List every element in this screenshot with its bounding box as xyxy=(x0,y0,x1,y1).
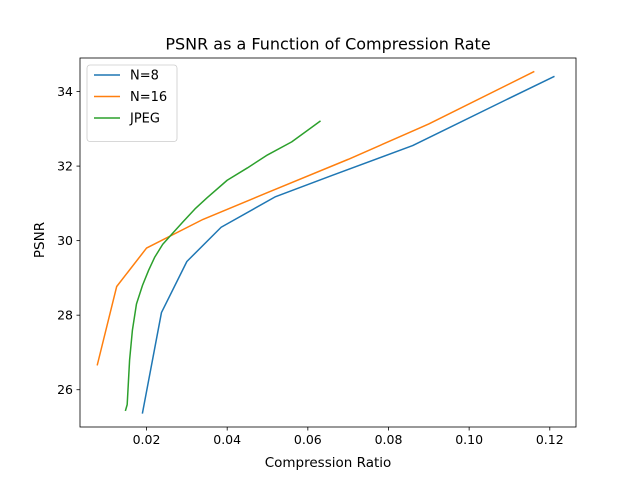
legend-label-2: JPEG xyxy=(129,112,160,127)
y-axis-label: PSNR xyxy=(32,222,48,258)
x-tick-label: 0.04 xyxy=(213,432,241,447)
y-tick-label: 34 xyxy=(57,84,73,99)
series-line-2 xyxy=(124,120,321,412)
legend-box xyxy=(86,64,178,142)
x-tick-label: 0.10 xyxy=(455,432,483,447)
legend-label-1: N=16 xyxy=(130,90,167,105)
x-tick-label: 0.08 xyxy=(375,432,403,447)
axes-frame xyxy=(79,57,577,428)
y-tick-label: 26 xyxy=(57,382,73,397)
x-axis-label: Compression Ratio xyxy=(265,455,392,471)
x-tick-label: 0.06 xyxy=(294,432,322,447)
y-tick-label: 30 xyxy=(57,233,73,248)
chart-title: PSNR as a Function of Compression Rate xyxy=(165,35,490,54)
series-line-0 xyxy=(141,75,555,414)
x-tick-label: 0.12 xyxy=(536,432,564,447)
y-tick-label: 28 xyxy=(57,308,73,323)
legend-label-0: N=8 xyxy=(130,69,159,84)
x-tick-label: 0.02 xyxy=(133,432,161,447)
y-tick-label: 32 xyxy=(57,159,73,174)
plot-area: 0.02 0.04 0.06 0.08 0.10 0.12 26 28 30 32 34 N=8 N=1… xyxy=(57,57,577,447)
series-line-1 xyxy=(96,70,535,366)
